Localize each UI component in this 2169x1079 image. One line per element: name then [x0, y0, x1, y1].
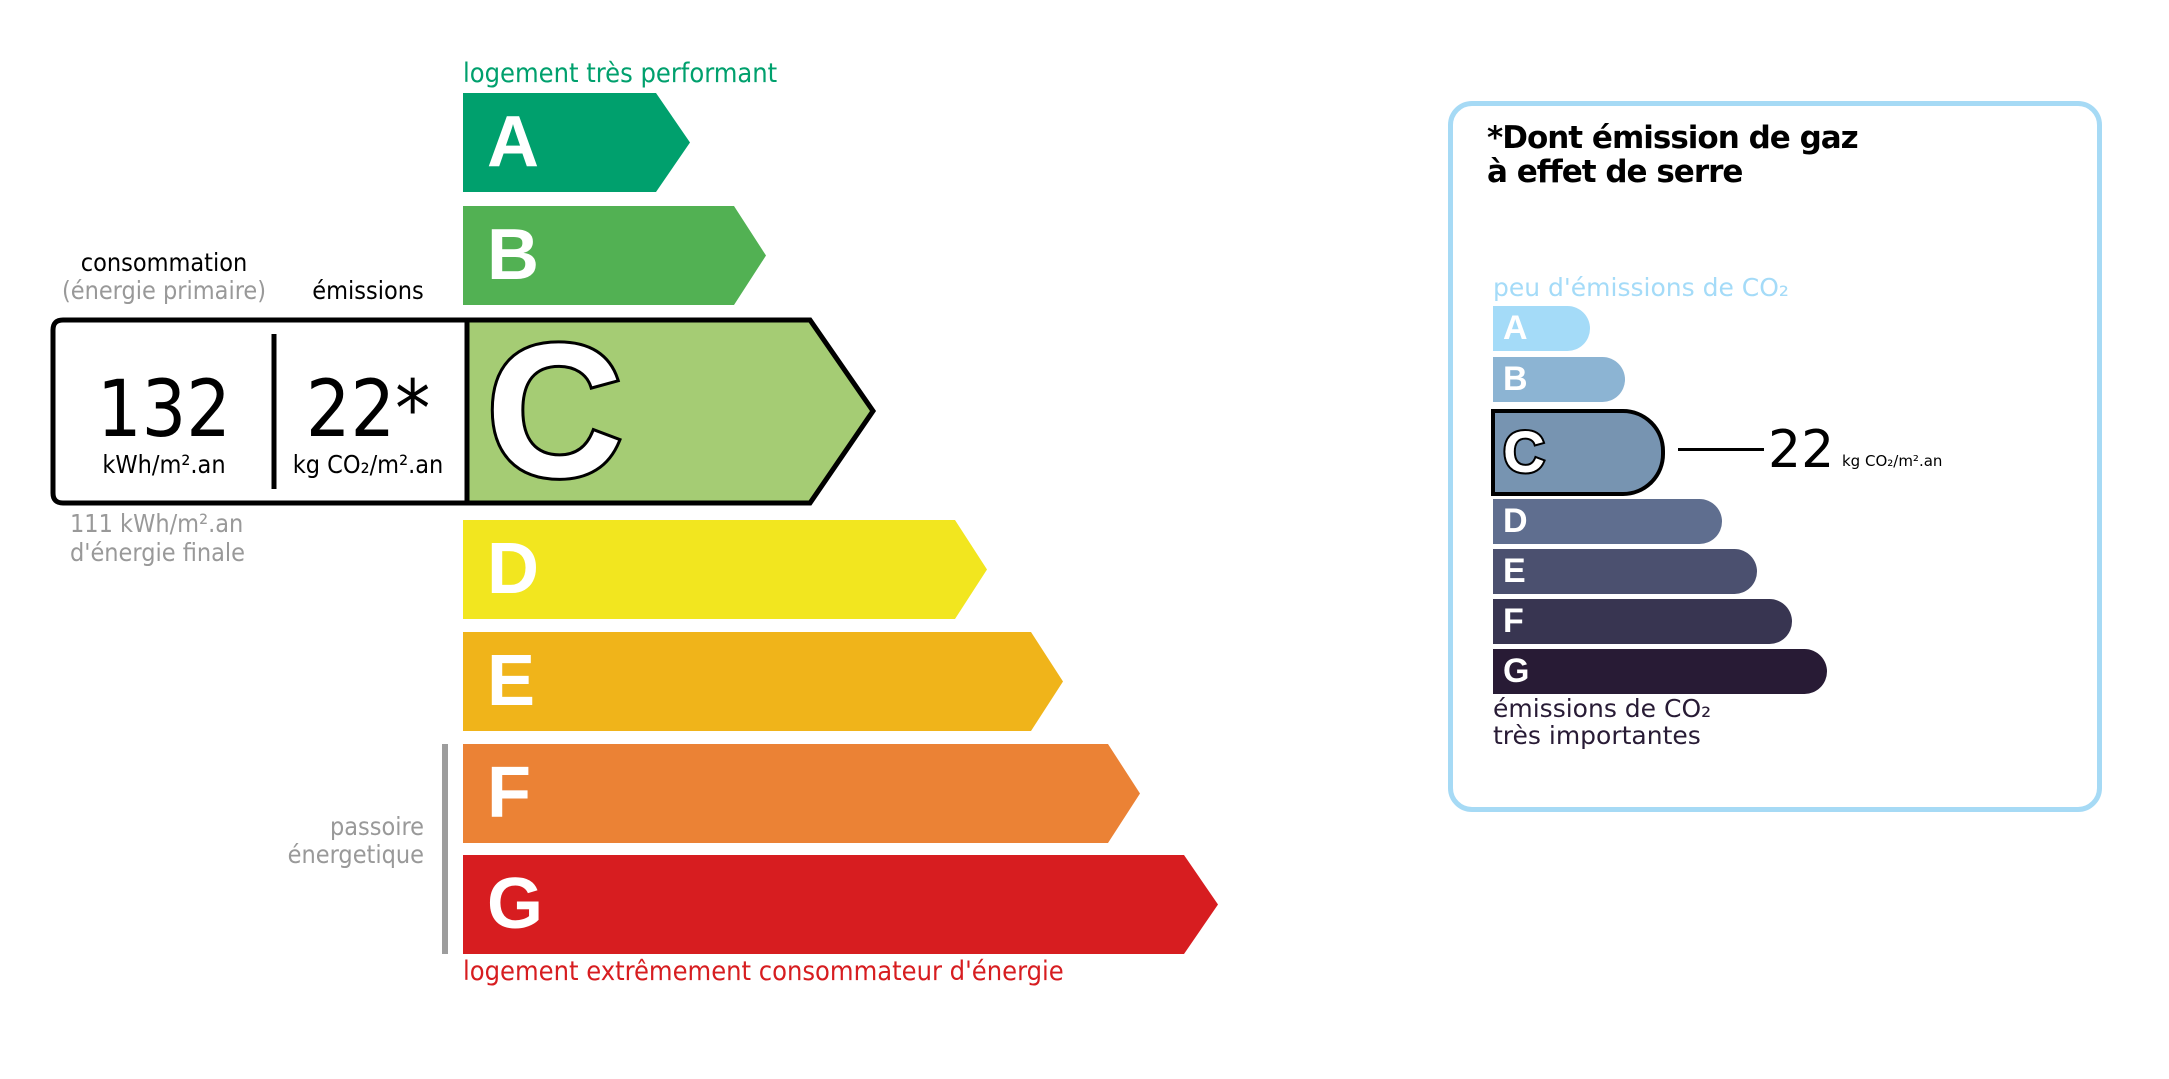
class-letter: G — [487, 864, 544, 944]
emissions-value: 22* — [305, 365, 431, 455]
ghg-title-line1: *Dont émission de gaz — [1487, 120, 1859, 156]
ghg-panel — [1448, 101, 2102, 812]
class-letter: A — [1503, 309, 1528, 347]
class-letter: F — [487, 753, 531, 833]
final-energy-label: d'énergie finale — [70, 538, 246, 567]
ghg-class-a: A — [1493, 306, 1590, 351]
class-letter: B — [487, 215, 539, 295]
class-letter: E — [487, 641, 536, 721]
class-letter: E — [1503, 552, 1526, 590]
ghg-class-f: F — [1493, 599, 1792, 644]
passoire-line2: énergetique — [287, 840, 424, 869]
class-letter: D — [1503, 502, 1528, 540]
ghg-bottom-line1: émissions de CO₂ — [1493, 694, 1712, 723]
class-letter: F — [1503, 602, 1524, 640]
emissions-unit: kg CO₂/m².an — [292, 450, 444, 479]
energy-class-d: D — [463, 520, 987, 619]
consumption-unit: kWh/m².an — [102, 450, 226, 479]
ghg-value: 22 — [1768, 420, 1835, 480]
top-label: logement très performant — [463, 58, 778, 89]
class-letter: G — [1503, 652, 1530, 690]
consumption-value: 132 — [97, 365, 231, 455]
class-letter: B — [1503, 360, 1528, 398]
energy-class-a: A — [463, 93, 690, 192]
passoire-bracket — [442, 744, 448, 954]
energy-class-b: B — [463, 206, 766, 305]
consumption-sublabel: (énergie primaire) — [61, 276, 267, 305]
bottom-label: logement extrêmement consommateur d'éner… — [463, 956, 1064, 987]
energy-class-e: E — [463, 632, 1063, 731]
emissions-label: émissions — [312, 276, 424, 305]
energy-class-f: F — [463, 744, 1140, 843]
passoire-line1: passoire — [329, 812, 424, 841]
final-energy-value: 111 kWh/m².an — [70, 509, 244, 538]
ghg-top-label: peu d'émissions de CO₂ — [1493, 273, 1789, 302]
energy-class-c — [464, 317, 877, 506]
ghg-class-d: D — [1493, 499, 1722, 544]
ghg-class-g: G — [1493, 649, 1827, 694]
energy-class-g: G — [463, 855, 1218, 954]
class-letter: D — [487, 529, 539, 609]
ghg-value-connector — [1678, 448, 1764, 451]
current-class-letter: C — [483, 305, 626, 517]
ghg-class-e: E — [1493, 549, 1757, 594]
class-letter: A — [487, 102, 539, 182]
ghg-class-b: B — [1493, 357, 1625, 402]
ghg-bottom-line2: très importantes — [1493, 721, 1701, 750]
ghg-class-c: C — [1491, 409, 1665, 496]
current-class-box — [50, 317, 877, 506]
consumption-label: consommation — [80, 248, 248, 277]
class-letter: C — [1501, 418, 1547, 487]
ghg-unit: kg CO₂/m².an — [1842, 452, 1943, 470]
ghg-title-line2: à effet de serre — [1487, 154, 1743, 190]
